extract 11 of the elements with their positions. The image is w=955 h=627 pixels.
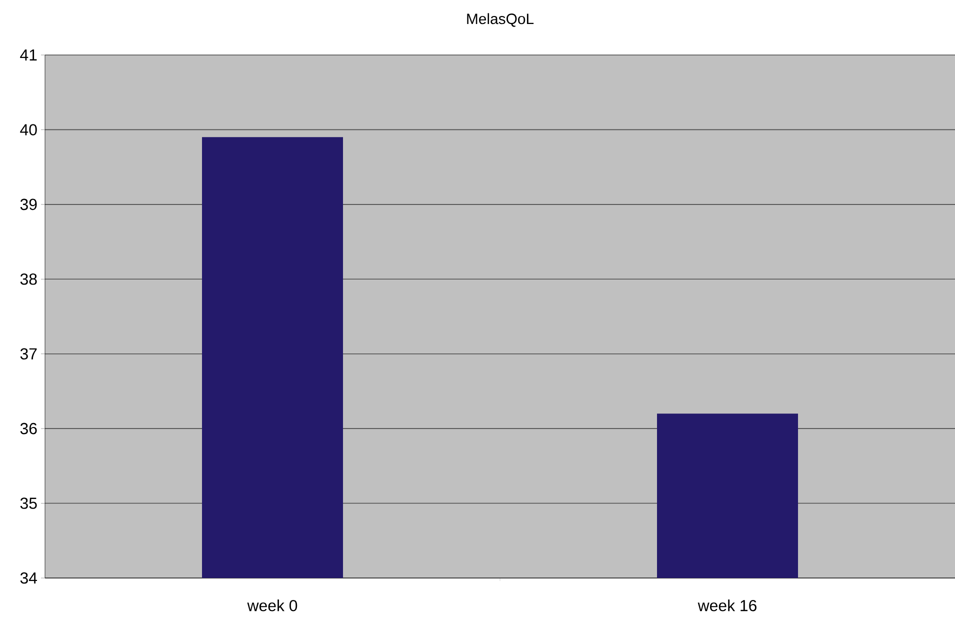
chart-title: MelasQoL — [467, 13, 534, 27]
y-tick-label: 34 — [20, 572, 38, 584]
y-tick-label: 38 — [20, 274, 37, 285]
y-tick-label: 35 — [20, 498, 37, 509]
y-tick-label: 40 — [20, 124, 37, 136]
y-tick-label: 39 — [20, 198, 37, 210]
y-tick-label: 37 — [20, 348, 37, 360]
x-tick-label: week 16 — [698, 600, 756, 612]
y-tick-label: 36 — [20, 422, 37, 434]
x-tick-label: week 0 — [247, 600, 298, 612]
y-tick-label: 41 — [20, 50, 37, 60]
